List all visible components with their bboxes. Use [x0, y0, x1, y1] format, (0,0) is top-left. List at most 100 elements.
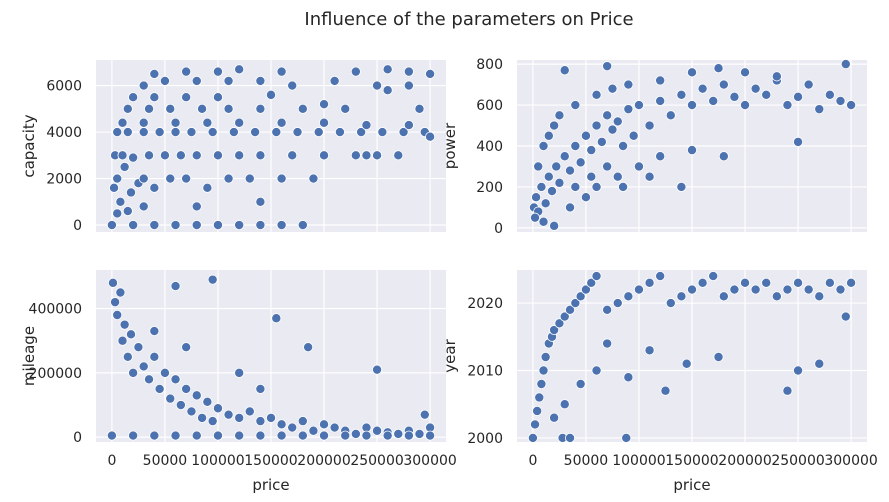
scatter-point — [350, 150, 361, 161]
scatter-point — [255, 416, 266, 427]
scatter-point — [138, 117, 149, 128]
scatter-point — [536, 378, 547, 389]
scatter-point — [170, 127, 181, 138]
scatter-point — [149, 220, 160, 231]
scatter-point — [538, 140, 549, 151]
scatter-point — [165, 103, 176, 114]
scatter-point — [212, 430, 223, 441]
scatter-point — [623, 79, 634, 90]
scatter-point — [750, 284, 761, 295]
x-axis-label: price — [673, 476, 710, 494]
scatter-point — [334, 127, 345, 138]
scatter-point — [149, 351, 160, 362]
subplot-capacity: 0 2000 4000 6000 capacity — [20, 60, 446, 234]
scatter-point — [308, 425, 319, 436]
scatter-point — [540, 352, 551, 363]
figure-suptitle: Influence of the parameters on Price — [304, 9, 633, 30]
scatter-point — [740, 67, 751, 78]
scatter-point — [181, 383, 192, 394]
scatter-point — [128, 367, 139, 378]
tick-labels: 0 2000 4000 6000 — [46, 79, 82, 234]
scatter-point — [803, 284, 814, 295]
scatter-point — [106, 430, 117, 441]
scatter-point — [846, 277, 857, 288]
scatter-point — [591, 181, 602, 192]
scatter-point — [382, 85, 393, 96]
scatter-point — [793, 136, 804, 147]
scatter-point — [112, 127, 123, 138]
scatter-point — [771, 71, 782, 82]
scatter-point — [565, 202, 576, 213]
scatter-point — [697, 277, 708, 288]
scatter-point — [580, 192, 591, 203]
scatter-point — [234, 64, 245, 75]
scatter-point — [223, 173, 234, 184]
scatter-point — [276, 66, 287, 77]
scatter-point — [244, 173, 255, 184]
scatter-point — [623, 104, 634, 115]
y-tick-label: 400000 — [29, 302, 82, 318]
scatter-point — [165, 173, 176, 184]
scatter-point — [244, 406, 255, 417]
scatter-point — [814, 291, 825, 302]
scatter-point — [655, 151, 666, 162]
scatter-point — [570, 140, 581, 151]
scatter-point — [782, 385, 793, 396]
scatter-point — [554, 318, 565, 329]
scatter-point — [154, 383, 165, 394]
scatter-points — [106, 274, 436, 441]
scatter-point — [665, 298, 676, 309]
scatter-point — [586, 171, 597, 182]
scatter-point — [750, 83, 761, 94]
scatter-point — [350, 428, 361, 439]
scatter-point — [223, 409, 234, 420]
scatter-point — [228, 127, 239, 138]
scatter-point — [170, 117, 181, 128]
scatter-point — [840, 311, 851, 322]
y-tick-label: 2020 — [467, 296, 503, 312]
scatter-point — [265, 89, 276, 100]
scatter-point — [255, 150, 266, 161]
scatter-point — [644, 345, 655, 356]
scatter-point — [297, 430, 308, 441]
scatter-point — [159, 75, 170, 86]
scatter-point — [628, 130, 639, 141]
scatter-point — [612, 298, 623, 309]
scatter-point — [255, 75, 266, 86]
scatter-point — [186, 406, 197, 417]
scatter-point — [223, 103, 234, 114]
scatter-point — [128, 220, 139, 231]
scatter-point — [618, 140, 629, 151]
scatter-point — [361, 430, 372, 441]
scatter-point — [835, 95, 846, 106]
scatter-point — [250, 127, 261, 138]
scatter-point — [138, 173, 149, 184]
scatter-point — [425, 430, 436, 441]
y-tick-label: 2000 — [46, 172, 82, 188]
scatter-point — [633, 100, 644, 111]
scatter-point — [356, 127, 367, 138]
scatter-point — [771, 291, 782, 302]
y-tick-label: 0 — [73, 430, 82, 446]
scatter-point — [554, 110, 565, 121]
scatter-point — [112, 310, 123, 321]
scatter-point — [255, 383, 266, 394]
scatter-point — [202, 117, 213, 128]
scatter-point — [591, 271, 602, 282]
scatter-point — [149, 430, 160, 441]
tick-labels: 0 50000 100000 150000 200000 250000 3000000200… — [29, 302, 457, 469]
scatter-point — [212, 66, 223, 77]
scatter-point — [186, 127, 197, 138]
scatter-point — [534, 392, 545, 403]
scatter-point — [543, 171, 554, 182]
y-tick-label: 0 — [73, 218, 82, 234]
scatter-point — [782, 284, 793, 295]
scatter-point — [191, 75, 202, 86]
y-tick-label: 400 — [476, 139, 503, 155]
scatter-point — [170, 220, 181, 231]
y-tick-label: 200 — [476, 180, 503, 196]
scatter-point — [607, 83, 618, 94]
scatter-point — [547, 186, 558, 197]
scatter-point — [527, 432, 538, 443]
scatter-point — [377, 127, 388, 138]
